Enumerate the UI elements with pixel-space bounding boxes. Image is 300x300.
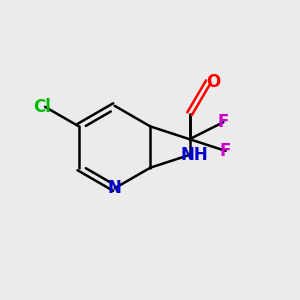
Text: N: N — [108, 179, 122, 197]
Text: O: O — [206, 73, 220, 91]
Text: F: F — [220, 142, 231, 160]
Text: F: F — [218, 113, 229, 131]
Text: Cl: Cl — [33, 98, 51, 116]
Text: NH: NH — [180, 146, 208, 164]
